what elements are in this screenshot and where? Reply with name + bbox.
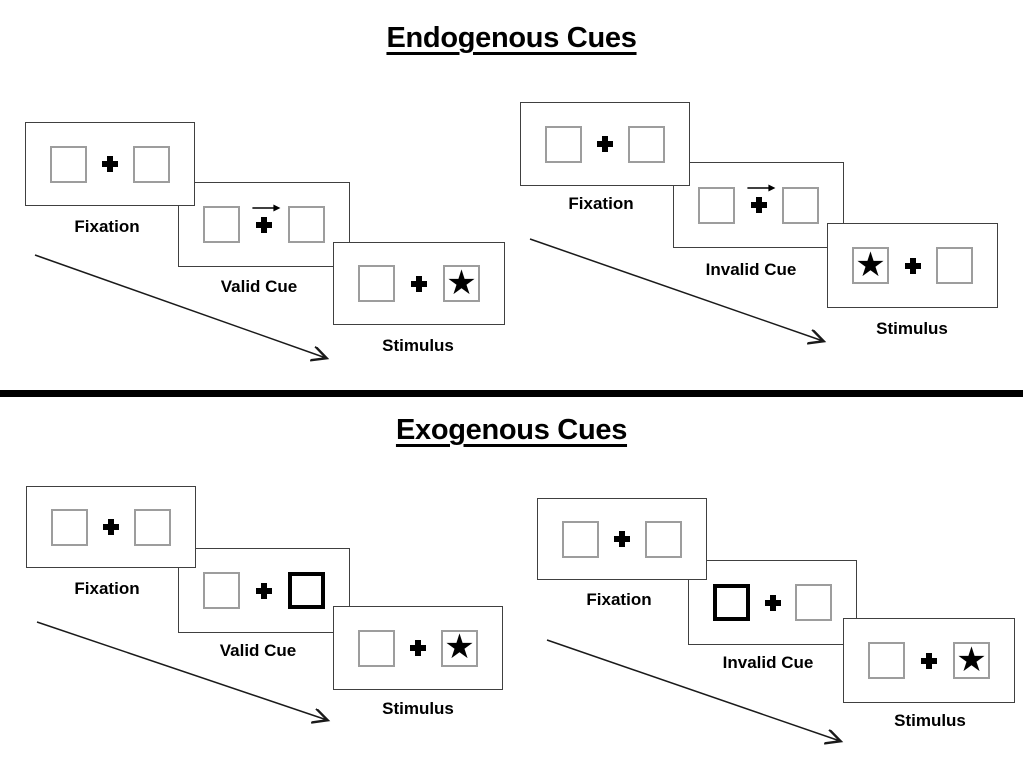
endo-valid-fixation-panel bbox=[25, 122, 195, 206]
fixation-label: Fixation bbox=[586, 590, 652, 609]
fixation-cross-icon bbox=[746, 184, 775, 213]
left-placeholder-box bbox=[203, 206, 240, 243]
stimulus-label: Stimulus bbox=[894, 711, 966, 730]
fixation-cross-icon bbox=[103, 519, 119, 535]
right-placeholder-box bbox=[288, 206, 325, 243]
star-stimulus-icon: ★ bbox=[855, 244, 886, 285]
stimulus-label: Stimulus bbox=[382, 336, 454, 355]
exo-valid-stimulus-panel: ★ bbox=[333, 606, 503, 690]
left-placeholder-box bbox=[562, 520, 599, 558]
invalid-cue-label: Invalid Cue bbox=[722, 653, 814, 672]
fixation-cross-icon bbox=[411, 275, 427, 292]
star-stimulus-icon: ★ bbox=[444, 627, 475, 667]
exo-invalid-stimulus-panel: ★ bbox=[843, 618, 1015, 703]
right-target-box: ★ bbox=[443, 265, 480, 302]
left-target-box: ★ bbox=[852, 247, 889, 284]
fixation-label: Fixation bbox=[74, 579, 140, 598]
fixation-cross-icon bbox=[256, 582, 272, 599]
right-placeholder-box bbox=[795, 584, 832, 621]
right-target-box: ★ bbox=[441, 627, 478, 667]
valid-cue-label: Valid Cue bbox=[220, 277, 298, 296]
cue-arrow-icon bbox=[746, 184, 775, 192]
fixation-cross-icon bbox=[764, 594, 781, 611]
left-placeholder-box bbox=[50, 145, 87, 183]
right-placeholder-box bbox=[134, 508, 171, 546]
valid-cue-label: Valid Cue bbox=[219, 641, 297, 660]
fixation-cross-icon bbox=[921, 652, 937, 669]
fixation-cross-icon bbox=[252, 204, 281, 233]
left-placeholder-box bbox=[868, 642, 905, 679]
endo-invalid-cue-panel bbox=[673, 162, 844, 248]
left-placeholder-box bbox=[545, 125, 582, 163]
stimulus-label: Stimulus bbox=[382, 699, 454, 718]
fixation-label: Fixation bbox=[568, 194, 634, 213]
right-placeholder-box bbox=[133, 145, 170, 183]
endo-valid-cue-panel bbox=[178, 182, 350, 267]
invalid-cue-label: Invalid Cue bbox=[705, 260, 797, 279]
exo-valid-fixation-panel bbox=[26, 486, 196, 568]
star-stimulus-icon: ★ bbox=[446, 262, 477, 303]
fixation-cross-icon bbox=[410, 640, 426, 656]
endogenous-title: Endogenous Cues bbox=[386, 22, 637, 54]
exo-invalid-fixation-panel bbox=[537, 498, 707, 580]
cue-arrow-icon bbox=[252, 204, 281, 211]
exogenous-title: Exogenous Cues bbox=[395, 414, 628, 446]
endo-invalid-stimulus-panel: ★ bbox=[827, 223, 998, 308]
section-divider bbox=[0, 390, 1023, 397]
fixation-cross-icon bbox=[102, 156, 118, 172]
right-target-box: ★ bbox=[953, 642, 990, 679]
endo-invalid-fixation-panel bbox=[520, 102, 690, 186]
exo-valid-cue-panel bbox=[178, 548, 350, 633]
fixation-cross-icon bbox=[614, 531, 630, 547]
left-placeholder-box bbox=[698, 186, 735, 224]
fixation-cross-icon bbox=[597, 136, 613, 152]
fixation-label: Fixation bbox=[74, 217, 140, 236]
stimulus-label: Stimulus bbox=[876, 319, 948, 338]
endo-valid-stimulus-panel: ★ bbox=[333, 242, 505, 325]
right-placeholder-box bbox=[782, 186, 819, 224]
left-placeholder-box bbox=[203, 572, 240, 609]
star-stimulus-icon: ★ bbox=[956, 639, 987, 680]
right-placeholder-box bbox=[645, 520, 682, 558]
fixation-cross-icon bbox=[904, 257, 921, 274]
left-cue-highlight-box bbox=[713, 584, 750, 621]
right-cue-highlight-box bbox=[288, 572, 325, 609]
left-placeholder-box bbox=[51, 508, 88, 546]
exo-invalid-cue-panel bbox=[688, 560, 857, 645]
right-placeholder-box bbox=[628, 125, 665, 163]
left-placeholder-box bbox=[358, 629, 395, 667]
left-placeholder-box bbox=[358, 265, 395, 302]
right-placeholder-box bbox=[936, 247, 973, 284]
